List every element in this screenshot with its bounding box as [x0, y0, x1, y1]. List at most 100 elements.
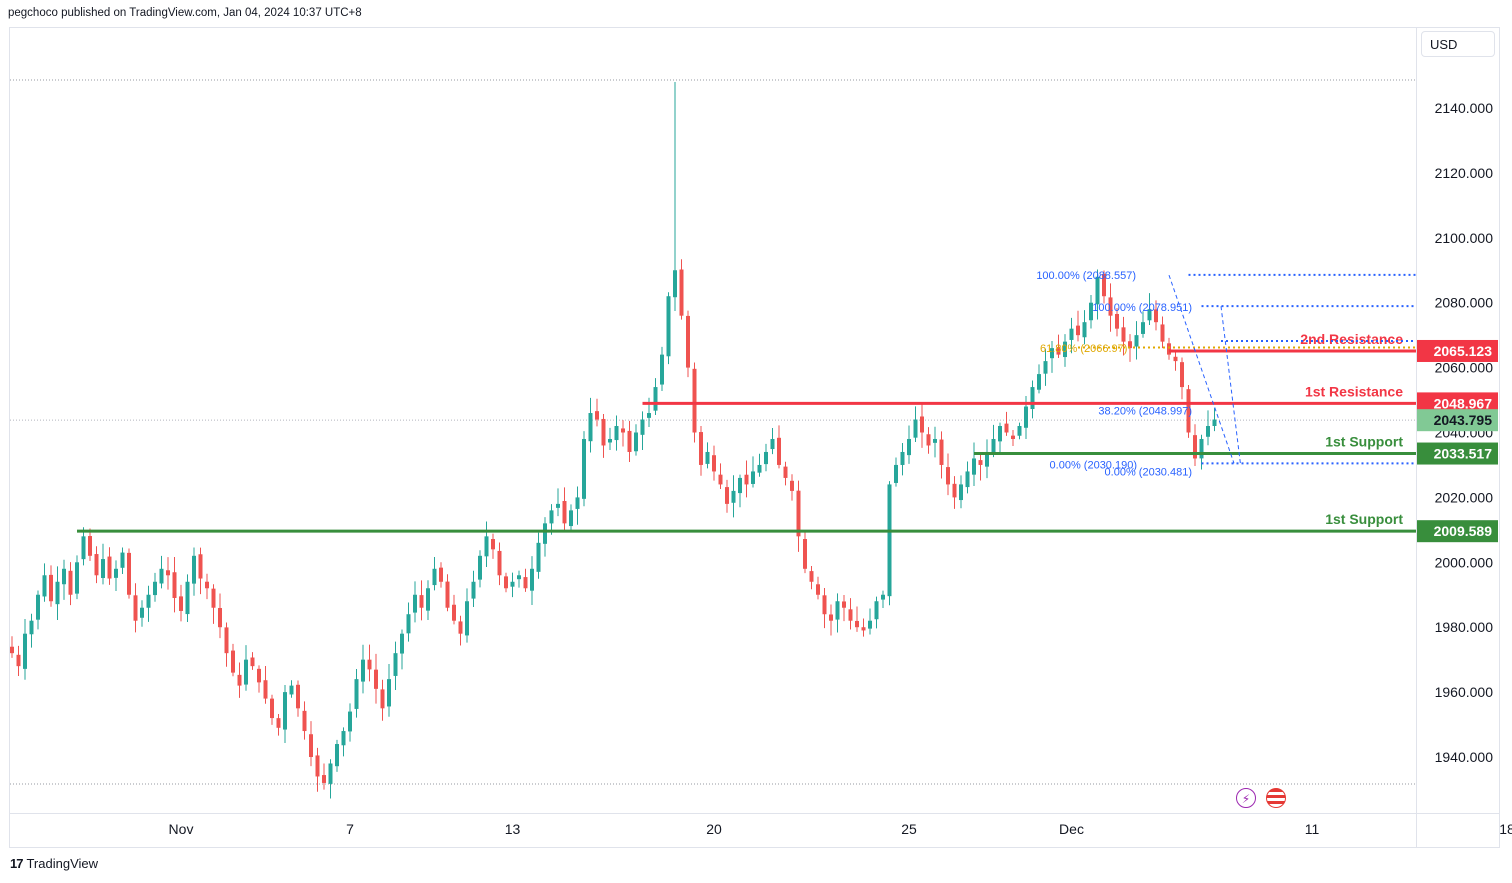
candle-body [322, 775, 326, 783]
candle-body [679, 269, 684, 316]
us-flag-icon[interactable] [1266, 788, 1286, 808]
candle-body [842, 601, 846, 608]
candle-body [218, 608, 222, 628]
candle-body [575, 497, 580, 509]
candle-body [205, 581, 209, 589]
x-tick-label: 25 [901, 821, 917, 837]
candle-body [55, 581, 60, 605]
y-tick-label: 1960.000 [1435, 684, 1494, 700]
candle-body [1160, 324, 1165, 342]
candle-body [198, 554, 203, 579]
candle-body [1212, 419, 1217, 427]
candle-body [367, 659, 372, 670]
candle-body [1017, 426, 1022, 436]
candle-body [276, 718, 281, 728]
first-support-lower-label: 1st Support [1325, 511, 1403, 527]
candle-body [159, 568, 164, 584]
candle-body [296, 684, 300, 709]
candle-body [699, 432, 703, 465]
tradingview-logo-icon: 17 [10, 856, 24, 871]
candle-body [452, 604, 456, 621]
y-tick-label: 2080.000 [1435, 295, 1494, 311]
price-axis-divider [1416, 27, 1417, 848]
candle-body [530, 568, 534, 591]
x-tick-label: Nov [169, 821, 194, 837]
candle-body [400, 633, 404, 654]
candle-body [1134, 335, 1139, 347]
first-support-lower-price-tag-bg [1417, 520, 1498, 543]
fib-label: 0.00% (2030.190) [1050, 459, 1137, 471]
candle-body [582, 438, 586, 499]
candle-body [361, 659, 365, 682]
chart-frame [9, 27, 1500, 848]
candle-body [1193, 435, 1197, 459]
candle-body [185, 581, 190, 615]
fib-label: 100.00% (2078.951) [1092, 302, 1192, 314]
candle-body [1173, 356, 1178, 362]
x-tick-label: 20 [706, 821, 722, 837]
candle-body [543, 523, 547, 544]
candle-body [673, 270, 677, 298]
candle-body [289, 685, 294, 695]
candle-body [380, 689, 385, 709]
lightning-icon[interactable]: ⚡ [1236, 788, 1256, 808]
candle-body [478, 555, 482, 580]
candle-body [127, 552, 131, 595]
candle-body [1147, 309, 1152, 321]
fib-label: 100.00% (2088.557) [1036, 270, 1136, 282]
candle-body [848, 609, 853, 621]
candle-body [523, 577, 528, 589]
candle-body [920, 416, 924, 433]
fib-trend-line [1168, 274, 1235, 464]
candle-body [881, 594, 885, 600]
candle-body [1030, 387, 1035, 410]
candle-body [777, 437, 781, 465]
candle-body [153, 581, 157, 596]
candle-body [1089, 302, 1093, 321]
candle-body [439, 567, 443, 582]
candle-body [1115, 313, 1119, 329]
candle-body [250, 657, 255, 667]
candle-body [491, 539, 495, 550]
second-resistance-price-tag: 2065.123 [1434, 343, 1493, 359]
candle-body [302, 710, 307, 732]
candle-body [426, 588, 430, 611]
candle-body [829, 614, 833, 621]
candle-body [504, 576, 508, 589]
candle-body [237, 674, 242, 686]
candle-body [393, 653, 398, 676]
candle-body [348, 711, 352, 732]
candle-body [1102, 273, 1106, 297]
candle-body [432, 568, 437, 586]
first-support-upper-price-tag: 2033.517 [1434, 446, 1493, 462]
candle-body [335, 744, 339, 767]
currency-button[interactable]: USD [1421, 31, 1495, 57]
candle-body [588, 413, 593, 442]
candle-body [68, 570, 73, 595]
candle-body [926, 434, 931, 446]
candle-body [166, 570, 170, 576]
candle-body [556, 503, 560, 508]
candle-body [419, 595, 424, 608]
candle-body [101, 559, 105, 579]
candle-body [42, 575, 47, 597]
candle-body [497, 550, 502, 576]
footer-brand[interactable]: 17 TradingView [10, 856, 98, 871]
candle-body [764, 451, 768, 465]
candle-body [192, 555, 196, 584]
candle-body [29, 620, 34, 635]
candle-body [718, 474, 723, 485]
candle-body [484, 536, 489, 557]
y-tick-label: 2000.000 [1435, 554, 1494, 570]
candle-body [549, 510, 554, 524]
candle-body [62, 568, 66, 585]
candle-body [712, 455, 716, 472]
status-icons: ⚡ [1236, 788, 1286, 808]
first-support-upper-price-tag-bg [1417, 442, 1498, 465]
candle-body [601, 418, 606, 446]
first-resistance-price-tag: 2048.967 [1434, 395, 1493, 411]
candle-body [952, 483, 957, 498]
candle-body [328, 763, 333, 784]
candle-body [1095, 276, 1100, 305]
